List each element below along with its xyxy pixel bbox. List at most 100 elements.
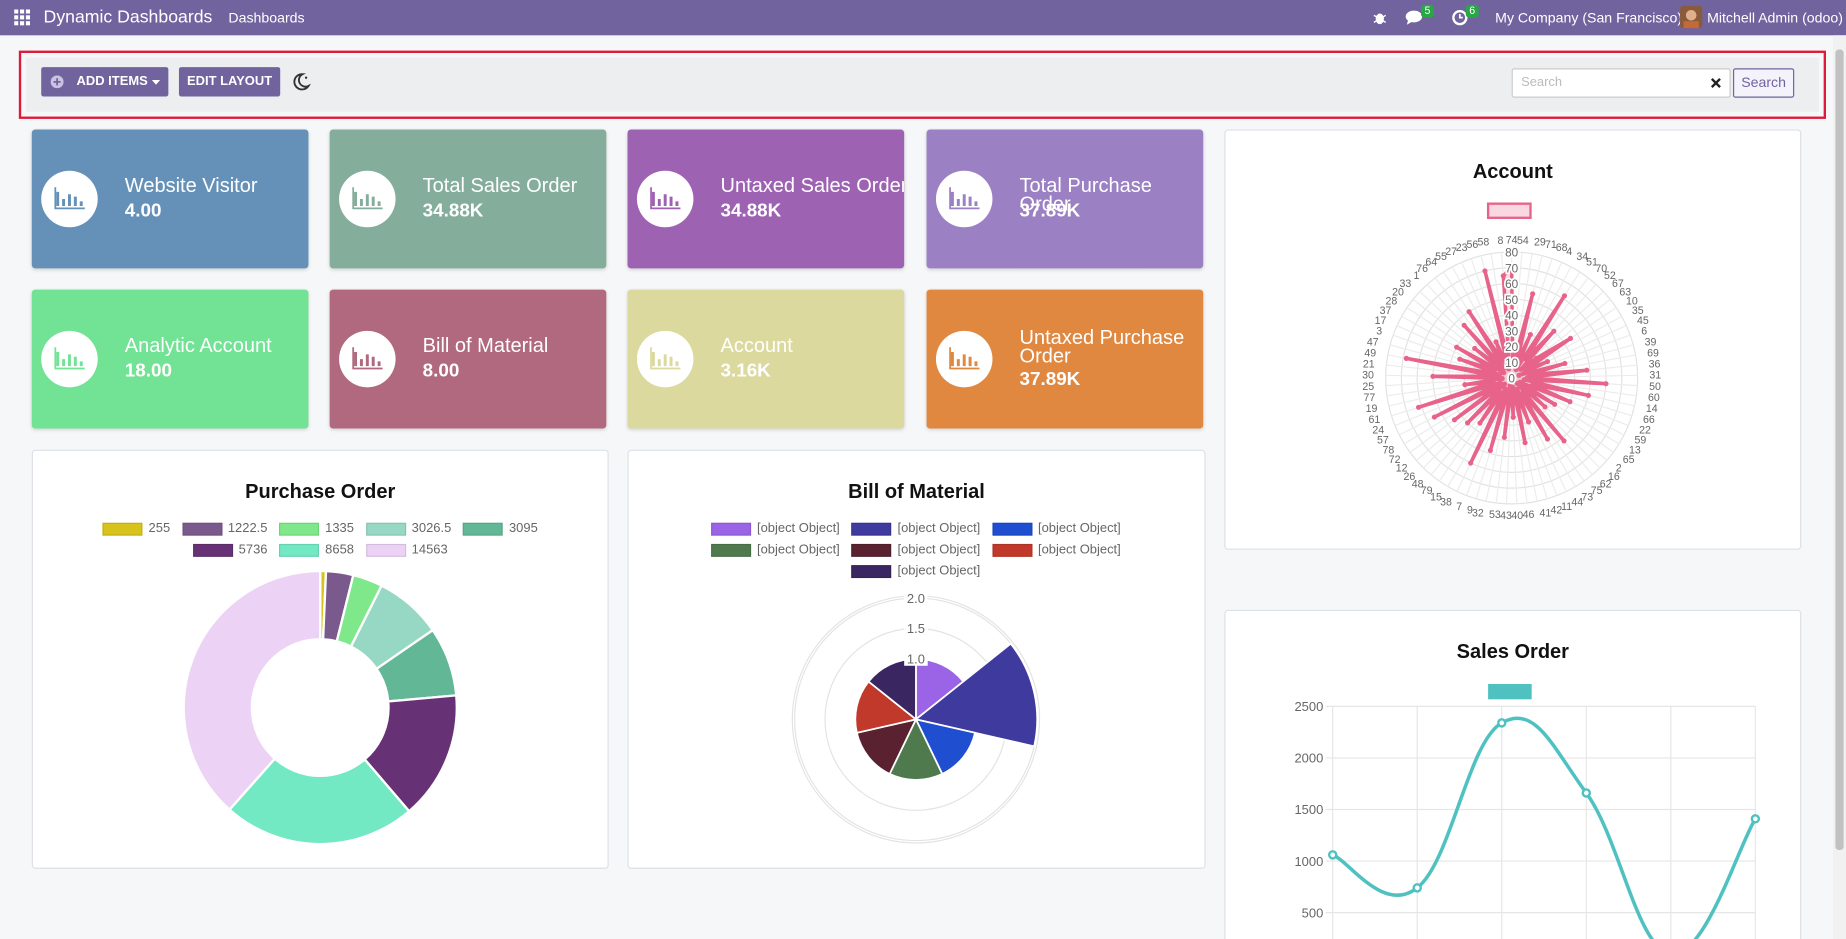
- kpi-tile[interactable]: Bill of Material 8.00: [329, 289, 607, 429]
- y-tick-label: 2000: [1295, 751, 1324, 766]
- radar-point: [1530, 291, 1536, 297]
- tile-title: Total Sales Order: [422, 174, 578, 197]
- radar-point-label: 4: [1566, 246, 1572, 258]
- chart: Bill of Material 1.0 1.5 2.0: [791, 481, 1041, 844]
- radar-point: [1462, 382, 1468, 388]
- y-tick-label: 500: [1302, 905, 1324, 920]
- legend-item[interactable]: 14563: [365, 543, 448, 557]
- radar-point-label: 3: [1376, 326, 1382, 338]
- legend-item[interactable]: [object Object]: [851, 542, 981, 557]
- kpi-tile[interactable]: Analytic Account 18.00: [31, 289, 309, 429]
- radar-point: [1507, 383, 1513, 389]
- legend-item[interactable]: [object Object]: [711, 543, 840, 557]
- tile-title: Analytic Account: [124, 334, 272, 357]
- radar-tick-label: 40: [1505, 310, 1519, 323]
- radar-point-label: 30: [1362, 370, 1374, 382]
- radar-point-label: 68: [1556, 242, 1568, 254]
- tick-backdrop: [904, 651, 928, 666]
- radar-point-label: 15: [1430, 491, 1442, 503]
- chart: Sales Order 500 1000 1500 2000 2500: [1295, 641, 1761, 939]
- kpi-tile[interactable]: Total Purchase Order 37.89K: [926, 129, 1204, 269]
- legend-swatch: [711, 543, 752, 557]
- legend-item[interactable]: 1222.5: [181, 522, 267, 536]
- legend-label: [object Object]: [897, 542, 981, 557]
- kpi-tile[interactable]: Account 3.16K: [627, 289, 905, 429]
- legend-item[interactable]: 1335: [279, 522, 354, 536]
- tile-icon-circle: [339, 330, 396, 388]
- kpi-tile[interactable]: Website Visitor 4.00: [31, 129, 309, 269]
- tile-icon: [352, 347, 383, 370]
- line-series: [1331, 716, 1757, 939]
- search-button[interactable]: Search: [1732, 68, 1795, 98]
- menu-item[interactable]: Dashboards: [228, 9, 305, 26]
- avatar[interactable]: [1680, 5, 1703, 29]
- legend-item[interactable]: [object Object]: [851, 564, 980, 578]
- radar-tick-label: 10: [1505, 357, 1519, 370]
- radar-point: [1561, 293, 1568, 299]
- kpi-tile[interactable]: Untaxed Purchase Order 37.89K: [926, 289, 1204, 429]
- legend-item[interactable]: [object Object]: [992, 543, 1121, 557]
- radar-point: [1482, 268, 1488, 274]
- kpi-tile[interactable]: Untaxed Sales Order 34.88K: [627, 129, 905, 269]
- radar-point: [1501, 434, 1507, 440]
- radar-point: [1431, 414, 1437, 420]
- legend-item[interactable]: 8658: [279, 543, 354, 557]
- radar-point-label: 48: [1412, 478, 1424, 490]
- edit-layout-button[interactable]: EDIT LAYOUT: [178, 67, 281, 97]
- messages-icon[interactable]: [1405, 9, 1424, 25]
- legend-swatch: [1488, 684, 1532, 700]
- legend-item[interactable]: [object Object]: [851, 521, 981, 536]
- legend-swatch: [851, 543, 892, 557]
- radar-point-label: 56: [1466, 239, 1478, 251]
- legend-item[interactable]: [object Object]: [992, 522, 1121, 536]
- polar-slice: [855, 718, 918, 776]
- user-menu[interactable]: Mitchell Admin (odoo): [1707, 9, 1843, 26]
- radar-point-label: 29: [1534, 237, 1546, 249]
- icon-axis: [949, 347, 980, 370]
- toolbar: ADD ITEMS EDIT LAYOUT Search Search: [18, 50, 1826, 119]
- legend-item[interactable]: 3095: [463, 522, 538, 536]
- company-switcher[interactable]: My Company (San Francisco): [1495, 9, 1683, 26]
- radar-point: [1533, 355, 1539, 361]
- radar-point-label: 23: [1456, 242, 1468, 254]
- radar-point-label: 37: [1380, 305, 1392, 317]
- radar-point: [1544, 358, 1551, 365]
- radar-point: [1506, 366, 1512, 372]
- activities-icon[interactable]: [1452, 9, 1468, 26]
- legend-item[interactable]: [object Object]: [711, 522, 840, 536]
- radar-point: [1501, 381, 1508, 387]
- search-input[interactable]: Search: [1511, 68, 1731, 98]
- chart-title: Purchase Order: [245, 481, 395, 503]
- radar-point: [1542, 404, 1548, 410]
- tile-value: 37.89K: [1019, 369, 1081, 390]
- radar-tick-label: 30: [1505, 325, 1519, 338]
- radar-point-label: 41: [1540, 507, 1552, 519]
- legend-item[interactable]: 5736: [192, 543, 267, 557]
- radar-point: [1521, 384, 1527, 390]
- radar-point-label: 70: [1595, 263, 1607, 275]
- y-tick-label: 1000: [1295, 854, 1324, 869]
- radar-point-label: 67: [1612, 278, 1624, 290]
- scrollbar-thumb[interactable]: [1835, 49, 1844, 851]
- legend-item[interactable]: 3026.5: [365, 522, 451, 536]
- tile-title: Untaxed Sales Order: [720, 174, 905, 197]
- radar-point: [1403, 355, 1409, 361]
- legend-swatch: [365, 543, 406, 557]
- theme-toggle[interactable]: [292, 73, 311, 92]
- radar-point: [1466, 309, 1472, 315]
- app-name[interactable]: Dynamic Dashboards: [43, 7, 213, 28]
- add-items-button[interactable]: ADD ITEMS: [41, 67, 169, 97]
- tick-backdrop: [904, 591, 928, 606]
- scrollbar[interactable]: [1833, 35, 1846, 939]
- debug-icon[interactable]: [1373, 11, 1387, 25]
- radar-point-label: 26: [1403, 471, 1415, 483]
- radar-point: [1521, 377, 1527, 383]
- apps-icon[interactable]: [14, 9, 31, 26]
- radar-point: [1518, 366, 1524, 372]
- legend-item[interactable]: 255: [102, 522, 170, 536]
- clear-icon[interactable]: [1710, 78, 1722, 89]
- legend-label: [object Object]: [897, 521, 981, 536]
- kpi-tile[interactable]: Total Sales Order 34.88K: [329, 129, 607, 269]
- legend-label: [object Object]: [1037, 521, 1121, 536]
- radar-point: [1500, 273, 1506, 279]
